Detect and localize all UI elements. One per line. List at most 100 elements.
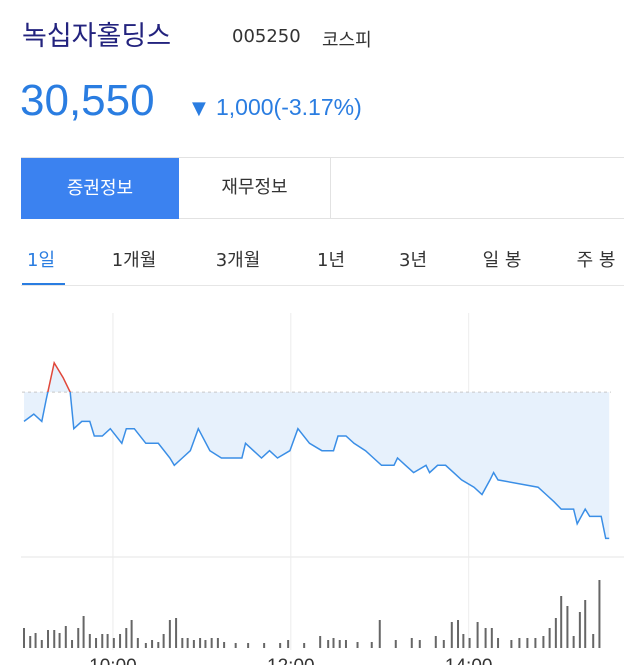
- divider: [21, 157, 624, 158]
- volume-bar: [394, 640, 397, 648]
- change-arrow: ▼: [192, 98, 206, 119]
- volume-bar: [457, 620, 460, 648]
- volume-bar: [144, 643, 147, 648]
- period-tab[interactable]: 3개월: [215, 250, 261, 271]
- volume-bar: [578, 612, 581, 648]
- x-tick-label: 14:00: [445, 656, 493, 665]
- price-change: 1,000(-3.17%): [216, 94, 362, 120]
- volume-bar: [418, 640, 421, 648]
- volume-bar: [434, 636, 437, 648]
- volume-bar: [58, 633, 61, 648]
- market: 코스피: [322, 30, 372, 51]
- tab[interactable]: 재무정보: [179, 158, 331, 219]
- volume-bar: [101, 634, 104, 648]
- tab-active[interactable]: 증권정보: [21, 158, 179, 219]
- volume-bar: [534, 638, 537, 648]
- volume-bar: [378, 620, 381, 648]
- volume-bar: [592, 634, 595, 648]
- volume-bar: [319, 636, 322, 648]
- active-underline: [22, 283, 65, 285]
- x-tick-label: 12:00: [267, 656, 315, 665]
- volume-bar: [598, 580, 601, 648]
- price-line: [23, 360, 610, 540]
- volume-bar: [77, 628, 80, 648]
- current-price: 30,550: [20, 76, 155, 125]
- volume-bar: [95, 638, 98, 648]
- volume-bar: [468, 638, 471, 648]
- volume-bar: [303, 643, 306, 648]
- volume-bar: [554, 618, 557, 648]
- stock-name: 녹십자홀딩스: [22, 21, 172, 52]
- period-tab-active[interactable]: 1일: [26, 250, 56, 271]
- volume-bar: [484, 628, 487, 648]
- volume-bar: [566, 606, 569, 648]
- volume-bar: [510, 640, 513, 648]
- volume-bar: [518, 638, 521, 648]
- volume-bar: [136, 638, 139, 648]
- volume-bar: [526, 638, 529, 648]
- volume-bar: [64, 626, 67, 648]
- volume-bar: [490, 628, 493, 648]
- volume-bar: [210, 638, 213, 648]
- period-tab[interactable]: 일 봉: [482, 250, 522, 271]
- area-fill: [24, 362, 610, 539]
- volume-bar: [332, 638, 335, 648]
- volume-bar: [542, 636, 545, 648]
- volume-bar: [162, 634, 165, 648]
- period-tab[interactable]: 3년: [398, 250, 428, 271]
- volume-bar: [327, 640, 330, 648]
- volume-bar: [151, 640, 154, 648]
- volume-bar: [338, 640, 341, 648]
- volume-bar: [216, 638, 219, 648]
- x-tick-label: 10:00: [89, 656, 137, 665]
- volume-bar: [181, 638, 184, 648]
- period-tab[interactable]: 1개월: [111, 250, 157, 271]
- volume-bar: [175, 618, 178, 648]
- volume-bar: [130, 620, 133, 648]
- divider: [330, 218, 624, 219]
- volume-bar: [223, 642, 226, 648]
- volume-bar: [40, 640, 43, 648]
- volume-bar: [462, 634, 465, 648]
- volume-bar: [356, 642, 359, 648]
- volume-bar: [497, 638, 500, 648]
- period-tab[interactable]: 1년: [316, 250, 346, 271]
- volume-bar: [47, 630, 50, 648]
- volume-bar: [106, 634, 109, 648]
- volume-bar: [125, 628, 128, 648]
- volume-bar: [344, 640, 347, 648]
- volume-bar: [450, 622, 453, 648]
- volume-bar: [186, 638, 189, 648]
- volume-bar: [279, 643, 282, 648]
- volume-bar: [204, 640, 207, 648]
- volume-bar: [82, 616, 85, 648]
- period-tab[interactable]: 주 봉: [576, 250, 616, 271]
- volume-bar: [199, 638, 202, 648]
- volume-bar: [53, 630, 56, 648]
- volume-bar: [34, 633, 37, 648]
- volume-bar: [560, 596, 563, 648]
- volume-bar: [71, 640, 74, 648]
- volume-bar: [584, 600, 587, 648]
- volume-bar: [234, 643, 237, 648]
- volume-bar: [88, 634, 91, 648]
- volume-bar: [572, 636, 575, 648]
- volume-bar: [23, 628, 25, 648]
- volume-bar: [263, 643, 266, 648]
- volume-bar: [119, 634, 122, 648]
- volume-bar: [548, 628, 551, 648]
- volume-bar: [476, 622, 479, 648]
- volume-bar: [410, 638, 413, 648]
- volume-bar: [112, 638, 115, 648]
- volume-bar: [192, 640, 195, 648]
- stock-code: 005250: [232, 26, 301, 47]
- volume-bar: [370, 642, 373, 648]
- divider: [21, 285, 624, 286]
- volume-bar: [247, 643, 250, 648]
- volume-bar: [287, 640, 290, 648]
- volume-bar: [29, 636, 32, 648]
- volume-bar: [442, 640, 445, 648]
- volume-bar: [168, 620, 171, 648]
